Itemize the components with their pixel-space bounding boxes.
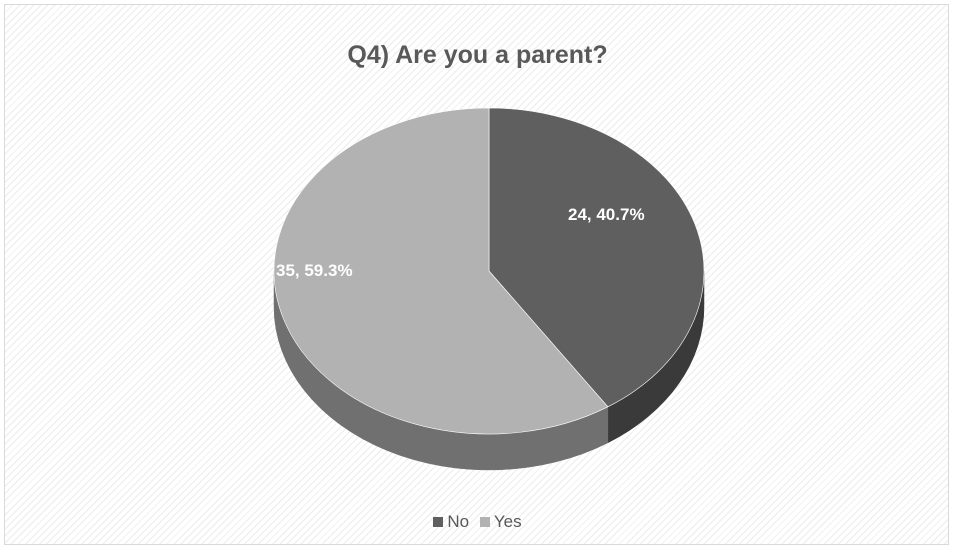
data-label-no: 24, 40.7% (568, 205, 645, 224)
data-label-yes: 35, 59.3% (276, 261, 353, 280)
chart-area: Q4) Are you a parent? 24, 40.7% 35, 59.3%… (4, 4, 949, 545)
pie-chart: 24, 40.7% 35, 59.3% (273, 107, 705, 471)
pie-slice-yes (273, 107, 609, 435)
chart-title: Q4) Are you a parent? (347, 41, 608, 69)
legend-label-yes: Yes (493, 512, 522, 531)
legend-label-no: No (447, 512, 470, 531)
legend: No Yes (5, 512, 950, 532)
legend-item-yes: Yes (479, 512, 522, 532)
legend-swatch-no (433, 517, 444, 527)
legend-swatch-yes (479, 517, 490, 527)
legend-item-no: No (433, 512, 469, 532)
